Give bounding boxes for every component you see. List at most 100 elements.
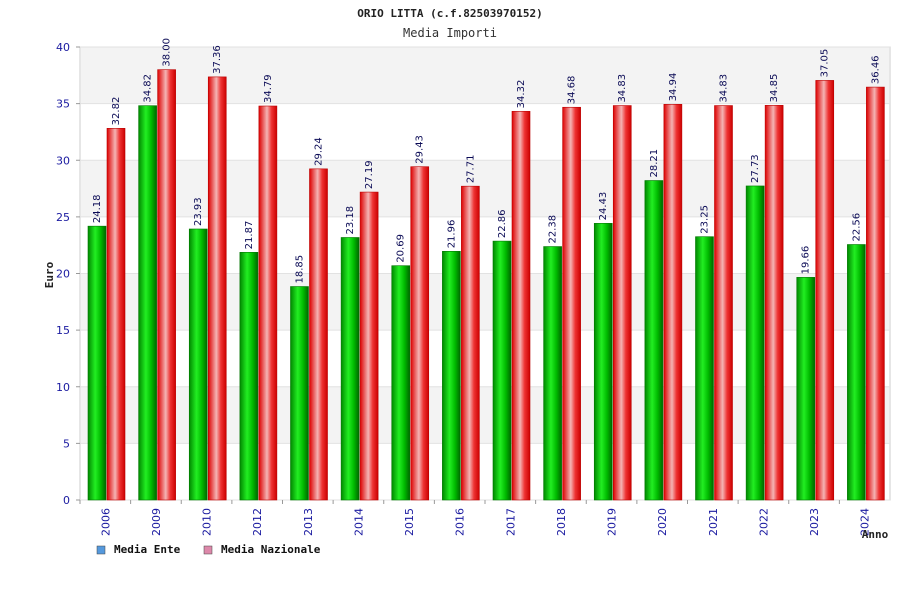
data-label-media-nazionale-2016: 27.71 bbox=[465, 155, 476, 184]
data-label-media-nazionale-2015: 29.43 bbox=[415, 135, 426, 164]
y-tick-label: 25 bbox=[56, 211, 70, 224]
bar-media-ente-2022 bbox=[745, 185, 765, 501]
data-label-media-ente-2013: 18.85 bbox=[295, 255, 306, 284]
x-tick-label-2013: 2013 bbox=[302, 508, 315, 536]
data-label-media-ente-2006: 24.18 bbox=[92, 195, 103, 224]
legend-swatch-media-nazionale bbox=[203, 545, 213, 555]
x-tick-label-2022: 2022 bbox=[757, 508, 770, 536]
data-label-media-ente-2024: 22.56 bbox=[851, 213, 862, 242]
data-label-media-nazionale-2006: 32.82 bbox=[111, 97, 122, 126]
bar-media-ente-2010 bbox=[188, 228, 208, 501]
legend-swatch-media-ente bbox=[96, 545, 106, 555]
grid-band bbox=[81, 47, 889, 104]
data-label-media-nazionale-2014: 27.19 bbox=[364, 160, 375, 189]
bar-media-nazionale-2009 bbox=[157, 69, 176, 501]
data-label-media-nazionale-2024: 36.46 bbox=[870, 55, 881, 84]
legend-label-media-ente: Media Ente bbox=[114, 543, 181, 556]
x-axis-ticks: 2006 2009 2010 2012 2013 2014 2015 2016 2017 2018… bbox=[79, 500, 872, 536]
x-tick-label-2018: 2018 bbox=[555, 508, 568, 536]
data-label-media-nazionale-2017: 34.32 bbox=[516, 80, 527, 109]
data-label-media-ente-2015: 20.69 bbox=[396, 234, 407, 263]
bar-media-nazionale-2016 bbox=[461, 185, 480, 501]
data-label-media-ente-2023: 19.66 bbox=[801, 246, 812, 275]
data-label-media-nazionale-2010: 37.36 bbox=[212, 45, 223, 74]
data-label-media-nazionale-2013: 29.24 bbox=[314, 137, 325, 166]
data-label-media-ente-2010: 23.93 bbox=[193, 197, 204, 226]
bar-media-nazionale-2015 bbox=[410, 166, 430, 501]
x-tick-label-2015: 2015 bbox=[403, 508, 416, 536]
bar-media-ente-2014 bbox=[340, 237, 360, 501]
y-tick-label: 10 bbox=[56, 381, 70, 394]
bar-media-ente-2006 bbox=[87, 225, 107, 501]
x-axis-label: Anno bbox=[862, 528, 889, 541]
y-tick-label: 5 bbox=[63, 437, 70, 450]
x-tick-label-2014: 2014 bbox=[352, 508, 365, 536]
x-tick-label-2021: 2021 bbox=[707, 508, 720, 536]
bar-media-nazionale-2014 bbox=[359, 191, 379, 501]
bar-media-nazionale-2022 bbox=[764, 105, 784, 501]
bar-media-ente-2013 bbox=[290, 286, 309, 501]
data-label-media-ente-2021: 23.25 bbox=[700, 205, 711, 234]
bar-media-nazionale-2010 bbox=[207, 76, 227, 501]
data-label-media-ente-2018: 22.38 bbox=[548, 215, 559, 244]
y-tick-label: 40 bbox=[56, 41, 70, 54]
bar-media-ente-2018 bbox=[543, 246, 562, 501]
legend-label-media-nazionale: Media Nazionale bbox=[221, 543, 321, 556]
bar-media-nazionale-2018 bbox=[562, 106, 581, 501]
y-axis-label: Euro bbox=[43, 261, 56, 288]
bar-media-nazionale-2019 bbox=[612, 105, 632, 501]
x-tick-label-2020: 2020 bbox=[656, 508, 669, 536]
data-label-media-nazionale-2012: 34.79 bbox=[263, 74, 274, 103]
data-label-media-nazionale-2023: 37.05 bbox=[820, 49, 831, 78]
legend: Media Ente Media Nazionale bbox=[96, 543, 321, 556]
bar-media-nazionale-2024 bbox=[866, 86, 885, 501]
data-label-media-nazionale-2022: 34.85 bbox=[769, 74, 780, 103]
bar-media-ente-2016 bbox=[442, 251, 461, 501]
bar-media-nazionale-2020 bbox=[663, 104, 683, 501]
x-tick-label-2006: 2006 bbox=[99, 508, 112, 536]
data-label-media-nazionale-2019: 34.83 bbox=[617, 74, 628, 103]
bar-media-ente-2020 bbox=[644, 180, 664, 501]
bar-media-nazionale-2006 bbox=[106, 128, 126, 501]
bar-media-ente-2024 bbox=[847, 244, 866, 501]
bar-media-ente-2009 bbox=[138, 105, 157, 501]
data-label-media-ente-2017: 22.86 bbox=[497, 209, 508, 238]
data-label-media-nazionale-2020: 34.94 bbox=[668, 73, 679, 102]
bar-media-ente-2021 bbox=[695, 236, 714, 501]
bar-media-nazionale-2013 bbox=[309, 168, 328, 501]
x-tick-label-2024: 2024 bbox=[859, 508, 872, 536]
data-label-media-ente-2022: 27.73 bbox=[750, 154, 761, 183]
x-tick-label-2009: 2009 bbox=[150, 508, 163, 536]
data-label-media-ente-2020: 28.21 bbox=[649, 149, 660, 178]
bars: 24.18 32.82 34.82 38.00 23.93 37.36 21.87 34.79… bbox=[87, 38, 885, 501]
bar-media-nazionale-2023 bbox=[815, 80, 835, 501]
bar-media-ente-2023 bbox=[796, 277, 816, 501]
y-tick-label: 30 bbox=[56, 154, 70, 167]
bar-media-nazionale-2012 bbox=[258, 105, 278, 501]
data-label-media-nazionale-2009: 38.00 bbox=[162, 38, 173, 67]
data-label-media-nazionale-2018: 34.68 bbox=[567, 76, 578, 105]
x-tick-label-2019: 2019 bbox=[606, 508, 619, 536]
bar-media-nazionale-2017 bbox=[511, 111, 531, 501]
x-tick-label-2017: 2017 bbox=[504, 508, 517, 536]
y-tick-label: 20 bbox=[56, 268, 70, 281]
y-tick-label: 0 bbox=[63, 494, 70, 507]
chart-subtitle: Media Importi bbox=[403, 26, 497, 40]
y-tick-label: 15 bbox=[56, 324, 70, 337]
data-label-media-ente-2012: 21.87 bbox=[244, 221, 255, 250]
data-label-media-ente-2019: 24.43 bbox=[598, 192, 609, 221]
x-tick-label-2023: 2023 bbox=[808, 508, 821, 536]
bar-media-ente-2012 bbox=[239, 252, 259, 501]
data-label-media-ente-2009: 34.82 bbox=[143, 74, 154, 103]
x-tick-label-2012: 2012 bbox=[251, 508, 264, 536]
data-label-media-ente-2016: 21.96 bbox=[446, 220, 457, 249]
chart-title: ORIO LITTA (c.f.82503970152) bbox=[357, 7, 542, 20]
bar-media-ente-2019 bbox=[593, 223, 613, 501]
data-label-media-nazionale-2021: 34.83 bbox=[719, 74, 730, 103]
x-tick-label-2010: 2010 bbox=[201, 508, 214, 536]
y-axis-ticks: 0 5 10 15 20 25 30 35 40 bbox=[56, 41, 80, 507]
x-tick-label-2016: 2016 bbox=[454, 508, 467, 536]
bar-media-nazionale-2021 bbox=[714, 105, 733, 501]
bar-media-ente-2017 bbox=[492, 240, 512, 501]
